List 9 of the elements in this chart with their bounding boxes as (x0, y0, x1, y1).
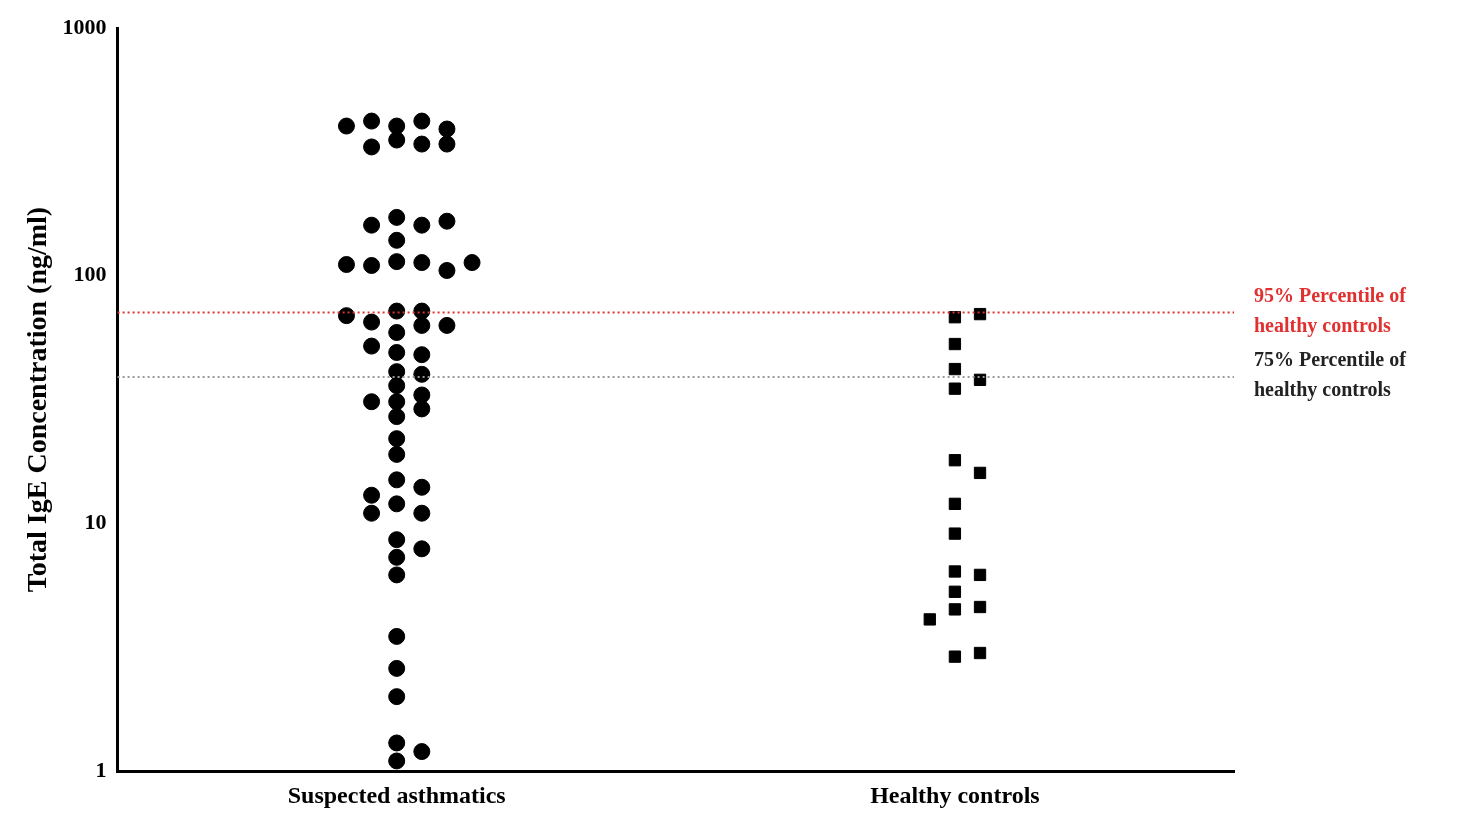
x-tick-label: Healthy controls (870, 781, 1040, 808)
x-tick-label: Suspected asthmatics (287, 781, 506, 808)
y-tick-label: 10 (84, 509, 107, 535)
y-tick-label: 1000 (62, 13, 107, 39)
ref-line-label: 75% Percentile of healthy controls (1254, 348, 1407, 402)
y-tick-label: 100 (73, 261, 107, 287)
y-tick-label: 1 (95, 756, 107, 782)
ref-line-label: 95% Percentile of healthy controls (1254, 283, 1407, 337)
y-axis-title: Total IgE Concentration (ng/ml) (21, 206, 53, 593)
